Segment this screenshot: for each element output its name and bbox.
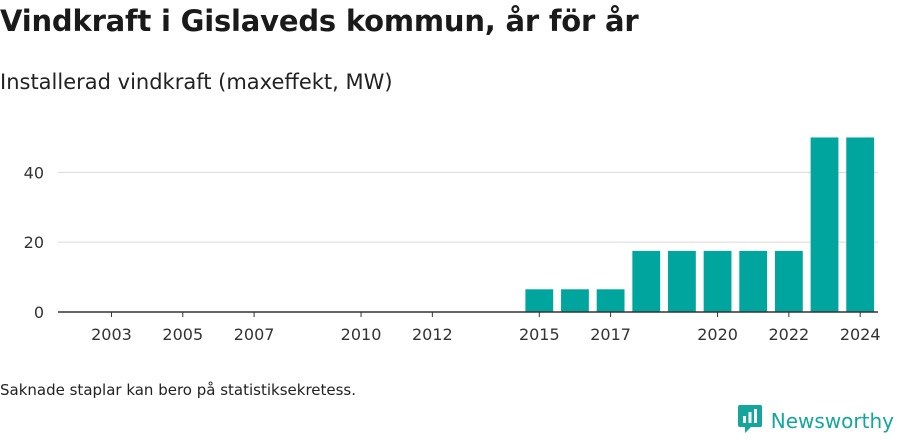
gridlines — [58, 171, 878, 243]
bar-2020 — [703, 250, 732, 312]
bar-2018 — [632, 250, 661, 312]
chart-subtitle: Installerad vindkraft (maxeffekt, MW) — [0, 70, 393, 94]
y-tick-label: 40 — [24, 163, 44, 182]
x-tick-label: 2010 — [341, 325, 382, 344]
bar-2016 — [561, 289, 589, 312]
x-tick-label: 2015 — [519, 325, 560, 344]
y-tick-label: 20 — [24, 233, 44, 252]
brand-name: Newsworthy — [770, 409, 894, 433]
bar-2015 — [525, 289, 554, 312]
bar-2019 — [668, 250, 696, 312]
x-tick-label: 2024 — [840, 325, 881, 344]
x-tick-label: 2005 — [162, 325, 203, 344]
x-tick-label: 2020 — [697, 325, 738, 344]
bar-2024 — [846, 137, 875, 312]
x-tick-label: 2017 — [590, 325, 631, 344]
newsworthy-logo-icon — [737, 404, 763, 438]
footnote: Saknade staplar kan bero på statistiksek… — [0, 381, 357, 399]
bar-chart: 0 20 40 2003 2005 2007 2010 2012 2015 2017 2020 202… — [24, 137, 881, 344]
bar-2017 — [596, 289, 625, 312]
bars — [525, 137, 875, 312]
x-tick-label: 2007 — [234, 325, 275, 344]
bar-2021 — [739, 250, 768, 312]
brand: Newsworthy — [737, 404, 894, 438]
bar-2023 — [810, 137, 839, 312]
bar-2022 — [774, 250, 803, 312]
x-tick-label: 2003 — [91, 325, 132, 344]
axes: 0 20 40 2003 2005 2007 2010 2012 2015 2017 2020 202… — [24, 163, 881, 344]
x-tick-label: 2012 — [412, 325, 453, 344]
chart-title: Vindkraft i Gislaveds kommun, år för år — [0, 4, 639, 38]
y-tick-label: 0 — [34, 303, 44, 322]
x-tick-label: 2022 — [769, 325, 810, 344]
